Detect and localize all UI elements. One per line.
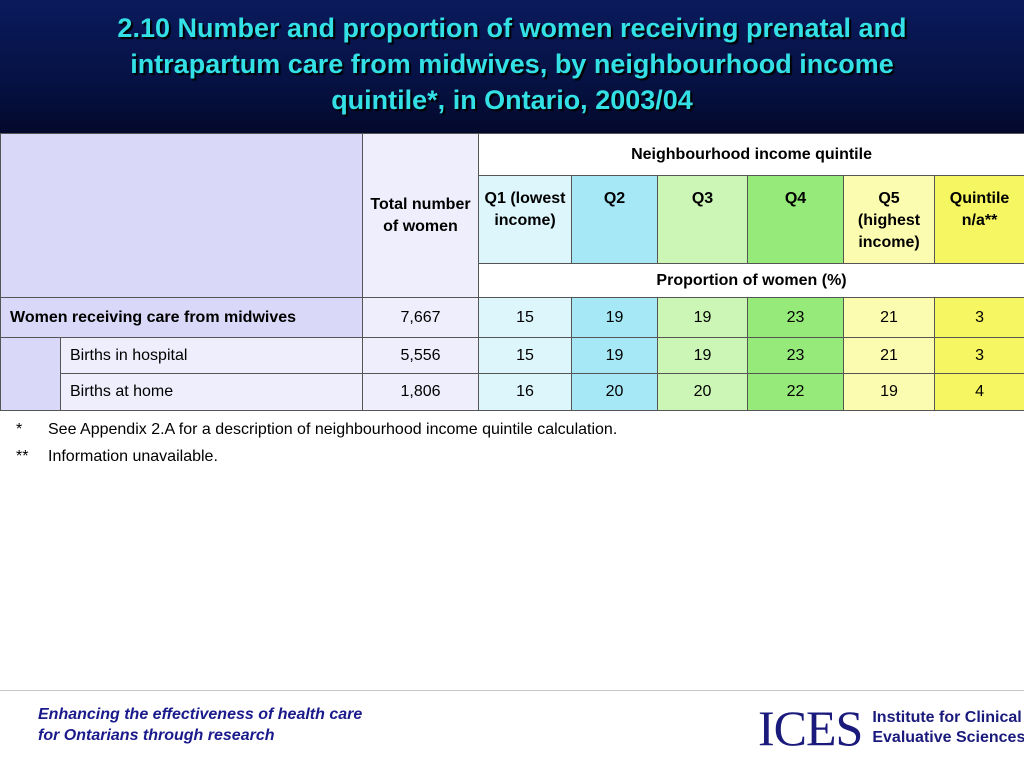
title-bar: 2.10 Number and proportion of women rece…: [0, 0, 1024, 133]
table-row: Women receiving care from midwives 7,667…: [0, 297, 1024, 338]
cell-total: 1,806: [362, 373, 479, 411]
row-label: Births in hospital: [60, 337, 363, 374]
col-header-q1: Q1 (lowest income): [478, 175, 572, 264]
footnote-text: Information unavailable.: [48, 447, 218, 465]
cell-q4: 23: [747, 297, 844, 338]
footer-divider: [0, 690, 1024, 691]
cell-na: 3: [933, 337, 1024, 374]
table-row: Births in hospital 5,556 15 19 19 23 21 …: [0, 337, 1024, 411]
cell-q3: 19: [657, 297, 748, 338]
row-label: Women receiving care from midwives: [0, 297, 363, 338]
col-header-na: Quintile n/a**: [933, 175, 1024, 264]
cell-total: 5,556: [362, 337, 479, 374]
footnote-text: See Appendix 2.A for a description of ne…: [48, 420, 618, 438]
cell-q3: 20: [657, 373, 748, 411]
col-header-q2: Q2: [571, 175, 658, 264]
cell-na: 3: [933, 297, 1024, 338]
cell-q2: 19: [571, 337, 658, 374]
indent-cell: [0, 337, 61, 411]
total-header: Total number of women: [362, 133, 479, 298]
title-line-2: intrapartum care from midwives, by neigh…: [130, 49, 894, 79]
ices-logo: ICES Institute for Clinical Evaluative S…: [758, 700, 1024, 756]
cell-q5: 19: [843, 373, 935, 411]
group-header: Neighbourhood income quintile: [477, 133, 1024, 176]
cell-q2: 20: [571, 373, 658, 411]
col-header-q3: Q3: [657, 175, 748, 264]
footnote-mark: *: [16, 420, 23, 438]
cell-q4: 22: [747, 373, 844, 411]
title-line-3: quintile*, in Ontario, 2003/04: [331, 85, 693, 115]
col-header-q4: Q4: [747, 175, 844, 264]
cell-na: 4: [933, 373, 1024, 411]
cell-q5: 21: [843, 337, 935, 374]
footnote-mark: **: [16, 447, 29, 465]
col-header-q5: Q5 (highest income): [843, 175, 935, 264]
footer-tagline: Enhancing the effectiveness of health ca…: [38, 704, 362, 746]
proportion-header: Proportion of women (%): [477, 263, 1024, 298]
tagline-line-1: Enhancing the effectiveness of health ca…: [38, 706, 363, 723]
logo-mark: ICES: [758, 700, 863, 756]
cell-total: 7,667: [362, 297, 479, 338]
logo-text: Institute for Clinical Evaluative Scienc…: [872, 708, 1024, 748]
cell-q3: 19: [657, 337, 748, 374]
table-row: Births at home 1,806 16 20 20 22 19 4: [1, 373, 1024, 411]
logo-text-line-2: Evaluative Sciences: [872, 729, 1024, 746]
cell-q1: 16: [478, 373, 572, 411]
footnote: * See Appendix 2.A for a description of …: [16, 416, 617, 443]
cell-q1: 15: [478, 297, 572, 338]
footnotes: * See Appendix 2.A for a description of …: [16, 416, 617, 470]
footnote: ** Information unavailable.: [16, 443, 617, 470]
cell-q2: 19: [571, 297, 658, 338]
tagline-line-2: for Ontarians through research: [38, 727, 275, 744]
page-title: 2.10 Number and proportion of women rece…: [20, 10, 1004, 118]
cell-q1: 15: [478, 337, 572, 374]
title-line-1: 2.10 Number and proportion of women rece…: [117, 13, 907, 43]
corner-cell: [0, 133, 363, 298]
cell-q4: 23: [747, 337, 844, 374]
logo-text-line-1: Institute for Clinical: [872, 709, 1022, 726]
cell-q5: 21: [843, 297, 935, 338]
data-table: Total number of women Neighbourhood inco…: [0, 133, 1024, 411]
row-label: Births at home: [60, 373, 363, 411]
